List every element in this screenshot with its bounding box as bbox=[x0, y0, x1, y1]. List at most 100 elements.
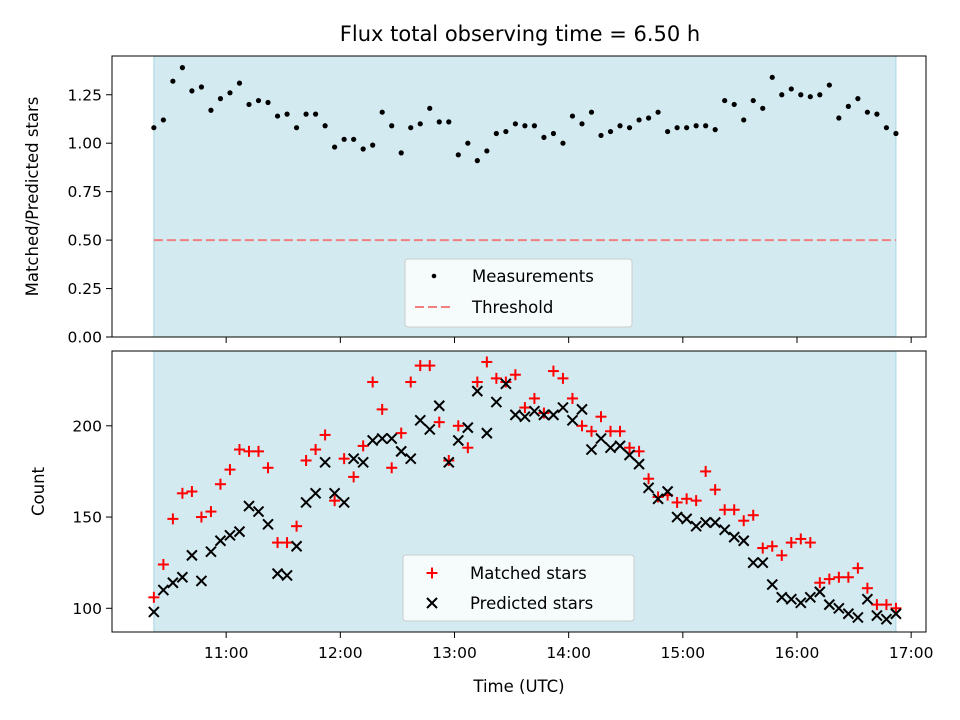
predicted-star-marker bbox=[538, 409, 550, 421]
measurement-point bbox=[807, 94, 813, 100]
x-tick-label: 12:00 bbox=[318, 644, 363, 662]
marker-stroke bbox=[214, 535, 227, 547]
measurement-point bbox=[722, 97, 728, 104]
marker-stroke bbox=[319, 456, 331, 469]
marker-stroke bbox=[595, 432, 607, 445]
matched-star-marker bbox=[624, 442, 636, 454]
x-tick-label: 13:00 bbox=[432, 644, 477, 662]
ratio-panel: 0.00 0.25 0.50 0.75 1.00 1.25 Matched/Predict… bbox=[23, 55, 927, 347]
marker-stroke bbox=[842, 608, 855, 620]
marker-stroke bbox=[623, 449, 636, 461]
predicted-star-marker bbox=[604, 442, 617, 454]
marker-stroke bbox=[471, 385, 484, 397]
legend-predicted-marker bbox=[426, 597, 438, 609]
predicted-star-marker bbox=[652, 493, 664, 505]
matched-star-marker bbox=[681, 493, 693, 505]
marker-stroke bbox=[233, 525, 246, 538]
measurement-point bbox=[655, 109, 661, 115]
matched-star-marker bbox=[490, 372, 502, 384]
matched-star-marker bbox=[233, 444, 245, 456]
marker-stroke bbox=[376, 432, 388, 445]
matched-star-marker bbox=[386, 462, 398, 474]
matched-star-marker bbox=[167, 513, 179, 525]
legend-plus-glyph bbox=[426, 567, 438, 579]
measurement-point bbox=[274, 113, 281, 119]
matched-star-marker bbox=[728, 504, 740, 516]
marker-stroke bbox=[547, 409, 560, 421]
legend-cross-glyph bbox=[426, 597, 438, 609]
y-tick-label: 200 bbox=[72, 417, 102, 435]
marker-stroke bbox=[871, 609, 883, 622]
predicted-star-marker bbox=[328, 487, 341, 500]
matched-star-marker bbox=[795, 533, 807, 545]
predicted-star-marker bbox=[509, 409, 522, 421]
measurement-point bbox=[389, 123, 395, 129]
marker-stroke bbox=[738, 535, 750, 547]
y-tick-label: 100 bbox=[72, 600, 102, 618]
predicted-star-marker bbox=[871, 609, 883, 622]
predicted-star-marker bbox=[385, 432, 398, 445]
predicted-star-marker bbox=[614, 440, 626, 452]
marker-stroke bbox=[252, 505, 265, 518]
marker-stroke bbox=[576, 403, 588, 416]
predicted-star-marker bbox=[243, 500, 255, 512]
measurement-point bbox=[246, 101, 252, 108]
marker-stroke bbox=[395, 445, 407, 458]
matched-star-marker bbox=[338, 453, 350, 465]
measurement-point bbox=[493, 130, 499, 137]
predicted-star-marker bbox=[195, 575, 208, 587]
measurement-point bbox=[398, 150, 404, 156]
marker-stroke bbox=[357, 456, 369, 469]
x-tick-marks bbox=[225, 337, 912, 343]
predicted-star-marker bbox=[718, 524, 731, 536]
marker-stroke bbox=[481, 427, 493, 439]
matched-star-marker bbox=[291, 520, 303, 532]
predicted-star-marker bbox=[814, 586, 826, 598]
matched-star-marker bbox=[500, 376, 512, 388]
measurement-point bbox=[665, 128, 671, 135]
matched-star-marker bbox=[700, 465, 712, 477]
marker-stroke bbox=[452, 434, 465, 447]
measurement-point bbox=[693, 123, 699, 129]
measurement-point bbox=[227, 90, 233, 96]
matched-star-marker bbox=[709, 484, 721, 496]
marker-stroke bbox=[426, 597, 438, 609]
measurement-point bbox=[636, 117, 642, 123]
marker-stroke bbox=[680, 513, 693, 525]
matched-star-marker bbox=[547, 365, 559, 377]
x-tick-label: 11:00 bbox=[204, 644, 249, 662]
predicted-star-marker bbox=[500, 378, 512, 390]
marker-stroke bbox=[804, 591, 817, 604]
matched-star-marker bbox=[519, 402, 531, 414]
matched-star-marker bbox=[652, 491, 664, 503]
matched-star-marker bbox=[842, 571, 854, 583]
predicted-star-marker bbox=[585, 443, 598, 456]
matched-star-marker bbox=[833, 571, 845, 583]
matched-star-marker bbox=[272, 537, 284, 549]
axes-frame bbox=[111, 350, 927, 633]
matched-star-marker bbox=[861, 582, 873, 594]
predicted-star-marker bbox=[148, 606, 160, 618]
predicted-star-marker bbox=[338, 496, 350, 509]
matched-star-marker bbox=[719, 504, 731, 516]
measurement-point bbox=[798, 92, 804, 98]
matched-star-marker bbox=[376, 403, 388, 415]
y-ticks: 0.00 0.25 0.50 0.75 1.00 1.25 bbox=[67, 86, 112, 347]
marker-stroke bbox=[814, 586, 826, 598]
predicted-star-marker bbox=[823, 598, 836, 611]
predicted-star-marker bbox=[319, 456, 331, 469]
predicted-star-marker bbox=[281, 569, 293, 582]
matched-star-marker bbox=[253, 445, 265, 457]
predicted-star-marker bbox=[405, 452, 417, 465]
matched-star-marker bbox=[214, 478, 226, 490]
measurement-point bbox=[236, 80, 243, 86]
predicted-star-marker bbox=[880, 613, 893, 625]
predicted-star-marker bbox=[671, 511, 683, 523]
predicted-star-marker bbox=[833, 602, 845, 614]
marker-stroke bbox=[757, 556, 769, 569]
measurement-point bbox=[712, 127, 718, 133]
measurement-point bbox=[417, 121, 423, 127]
y-tick-label: 1.25 bbox=[67, 86, 102, 104]
predicted-star-marker bbox=[861, 593, 874, 605]
x-tick-label: 16:00 bbox=[775, 644, 820, 662]
